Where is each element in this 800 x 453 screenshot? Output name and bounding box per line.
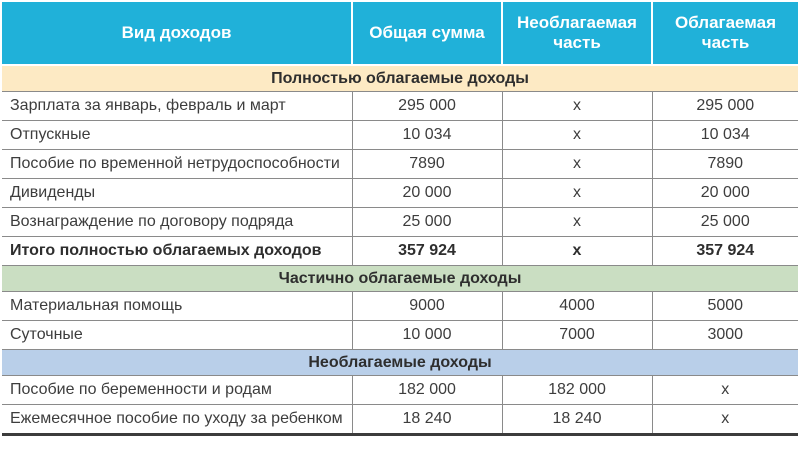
income-type-cell: Вознаграждение по договору подряда	[2, 207, 353, 237]
section-header-nontaxable: Необлагаемые доходы	[2, 349, 798, 376]
col-header-nontaxable-part: Необлагаемая часть	[502, 2, 653, 66]
income-table-container: Вид доходов Общая сумма Необлагаемая час…	[2, 2, 798, 436]
section-title: Необлагаемые доходы	[2, 349, 798, 376]
col-header-income-type: Вид доходов	[2, 2, 353, 66]
income-type-cell: Итого полностью облагаемых доходов	[2, 236, 353, 266]
income-type-cell: Суточные	[2, 320, 353, 350]
nontaxable-cell: x	[502, 91, 653, 121]
table-row: Суточные 10 000 7000 3000	[2, 320, 798, 350]
nontaxable-cell: x	[502, 236, 653, 266]
nontaxable-cell: 182 000	[502, 375, 653, 405]
nontaxable-cell: 18 240	[502, 404, 653, 435]
table-row: Отпускные 10 034 x 10 034	[2, 120, 798, 150]
header-row: Вид доходов Общая сумма Необлагаемая час…	[2, 2, 798, 66]
total-sum-cell: 7890	[352, 149, 503, 179]
income-type-cell: Дивиденды	[2, 178, 353, 208]
nontaxable-cell: x	[502, 207, 653, 237]
nontaxable-cell: 4000	[502, 291, 653, 321]
total-sum-cell: 357 924	[352, 236, 503, 266]
total-sum-cell: 9000	[352, 291, 503, 321]
table-row: Вознаграждение по договору подряда 25 00…	[2, 207, 798, 237]
section-title: Частично облагаемые доходы	[2, 265, 798, 292]
table-row: Ежемесячное пособие по уходу за ребенком…	[2, 404, 798, 435]
taxable-cell: x	[652, 404, 798, 435]
table-row: Дивиденды 20 000 x 20 000	[2, 178, 798, 208]
income-type-cell: Пособие по беременности и родам	[2, 375, 353, 405]
taxable-cell: 7890	[652, 149, 798, 179]
total-sum-cell: 25 000	[352, 207, 503, 237]
income-type-cell: Отпускные	[2, 120, 353, 150]
section-header-fully-taxable: Полностью облагаемые доходы	[2, 65, 798, 92]
table-row: Пособие по беременности и родам 182 000 …	[2, 375, 798, 405]
taxable-cell: 25 000	[652, 207, 798, 237]
nontaxable-cell: x	[502, 149, 653, 179]
taxable-cell: 5000	[652, 291, 798, 321]
col-header-total-sum: Общая сумма	[352, 2, 503, 66]
total-sum-cell: 10 034	[352, 120, 503, 150]
nontaxable-cell: 7000	[502, 320, 653, 350]
taxable-cell: 357 924	[652, 236, 798, 266]
section-title: Полностью облагаемые доходы	[2, 65, 798, 92]
section-header-partially-taxable: Частично облагаемые доходы	[2, 265, 798, 292]
income-type-cell: Ежемесячное пособие по уходу за ребенком	[2, 404, 353, 435]
taxable-cell: 295 000	[652, 91, 798, 121]
total-sum-cell: 10 000	[352, 320, 503, 350]
nontaxable-cell: x	[502, 178, 653, 208]
total-sum-cell: 20 000	[352, 178, 503, 208]
income-type-cell: Зарплата за январь, февраль и март	[2, 91, 353, 121]
table-row: Материальная помощь 9000 4000 5000	[2, 291, 798, 321]
table-header: Вид доходов Общая сумма Необлагаемая час…	[2, 2, 798, 66]
nontaxable-cell: x	[502, 120, 653, 150]
taxable-cell: 10 034	[652, 120, 798, 150]
income-table: Вид доходов Общая сумма Необлагаемая час…	[2, 2, 798, 436]
income-type-cell: Пособие по временной нетрудоспособности	[2, 149, 353, 179]
table-row: Зарплата за январь, февраль и март 295 0…	[2, 91, 798, 121]
taxable-cell: x	[652, 375, 798, 405]
table-row: Пособие по временной нетрудоспособности …	[2, 149, 798, 179]
total-sum-cell: 182 000	[352, 375, 503, 405]
total-sum-cell: 18 240	[352, 404, 503, 435]
taxable-cell: 20 000	[652, 178, 798, 208]
total-sum-cell: 295 000	[352, 91, 503, 121]
table-row-total-fully-taxable: Итого полностью облагаемых доходов 357 9…	[2, 236, 798, 266]
taxable-cell: 3000	[652, 320, 798, 350]
income-type-cell: Материальная помощь	[2, 291, 353, 321]
col-header-taxable-part: Облагаемая часть	[652, 2, 798, 66]
